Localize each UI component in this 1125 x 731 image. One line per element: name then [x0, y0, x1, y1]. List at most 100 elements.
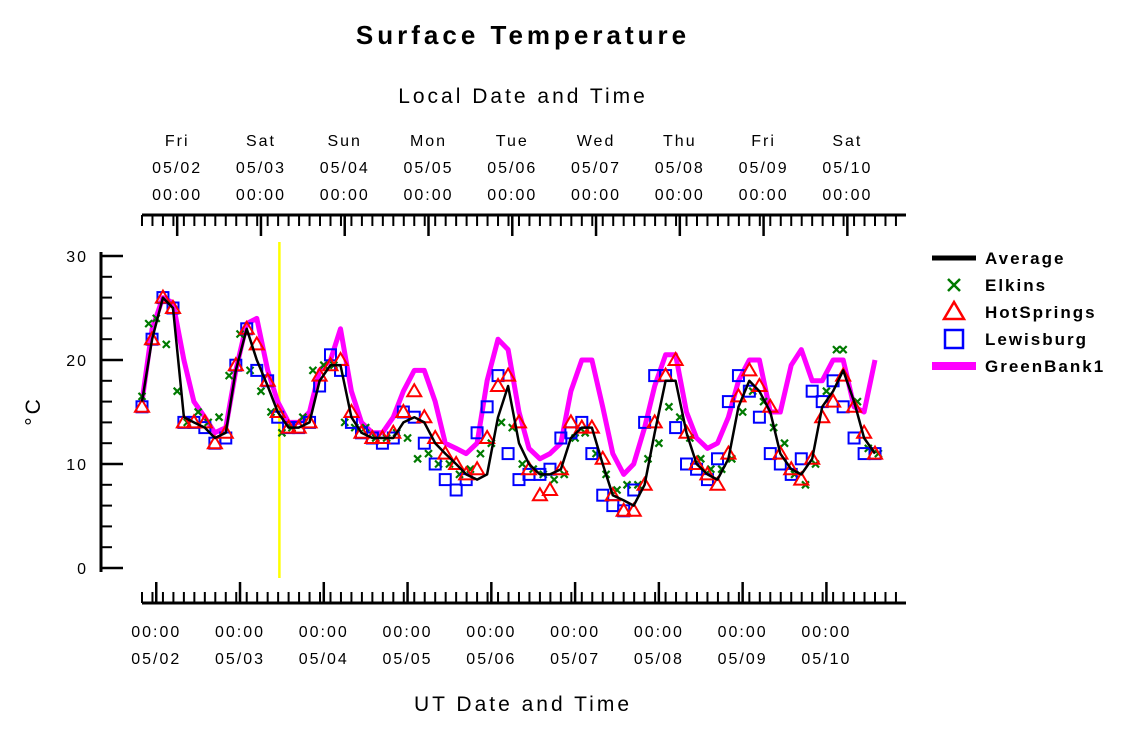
data-point-hotsprings — [782, 460, 800, 476]
data-point-elkins — [664, 402, 674, 412]
bottom-tick-time-label: 00:00 — [801, 624, 851, 641]
data-point-hotsprings — [771, 444, 790, 460]
data-point-hotsprings — [845, 397, 863, 413]
bottom-tick-time-label: 00:00 — [299, 624, 349, 641]
bottom-tick-time-label: 00:00 — [383, 624, 433, 641]
legend-swatch-lewisburg — [943, 328, 965, 350]
data-point-elkins — [822, 386, 831, 396]
data-point-lewisburg — [470, 426, 484, 440]
data-point-hotsprings — [614, 501, 633, 517]
top-tick-date-label: 05/02 — [152, 160, 202, 177]
y-axis: 0 10 20 30 — [66, 249, 123, 578]
data-point-hotsprings — [740, 361, 759, 377]
top-tick-date-label: 05/08 — [655, 160, 705, 177]
data-point-elkins — [838, 345, 848, 354]
top-tick-time-label: 00:00 — [152, 187, 202, 204]
top-tick-date-label: 05/03 — [236, 160, 286, 177]
bottom-tick-date-label: 05/02 — [131, 651, 181, 668]
bottom-tick-time-label: 00:00 — [215, 624, 265, 641]
top-tick-time-label: 00:00 — [822, 187, 872, 204]
legend-label-greenbank1: GreenBank1 — [985, 357, 1105, 376]
bottom-tick-date-label: 05/06 — [466, 651, 516, 668]
bottom-axis-title: UT Date and Time — [414, 693, 632, 716]
top-tick-date-label: 05/05 — [403, 160, 453, 177]
data-point-elkins — [518, 459, 527, 469]
bottom-tick-date-label: 05/09 — [718, 651, 768, 668]
data-point-hotsprings — [552, 460, 570, 476]
top-tick-day-label: Wed — [577, 133, 616, 150]
data-point-elkins — [654, 438, 664, 448]
data-point-lewisburg — [438, 473, 452, 487]
data-point-hotsprings — [698, 465, 717, 481]
data-point-hotsprings — [133, 397, 151, 413]
top-axis: Fri 05/02 00:00 Sat 05/03 00:00 Sun 05/04 00:00 M… — [141, 133, 906, 236]
y-tick-label: 20 — [66, 353, 88, 370]
bottom-tick-date-label: 05/08 — [634, 651, 684, 668]
data-point-hotsprings — [300, 413, 319, 429]
data-point-elkins — [340, 418, 350, 427]
top-tick-day-label: Sat — [246, 133, 276, 150]
data-point-lewisburg — [752, 410, 766, 424]
data-point-lewisburg — [323, 348, 337, 362]
top-tick-time-label: 00:00 — [571, 187, 621, 204]
data-point-hotsprings — [834, 366, 852, 382]
top-axis-title: Local Date and Time — [398, 85, 648, 108]
data-point-hotsprings — [687, 455, 706, 470]
data-point-elkins — [162, 340, 171, 349]
data-point-elkins — [308, 366, 318, 375]
data-point-lewisburg — [480, 400, 494, 414]
bottom-tick-date-label: 05/03 — [215, 651, 265, 668]
data-point-hotsprings — [405, 382, 423, 398]
data-point-hotsprings — [635, 475, 654, 491]
top-tick-day-label: Sun — [327, 133, 361, 150]
data-point-hotsprings — [154, 288, 172, 304]
data-point-hotsprings — [866, 444, 884, 460]
bottom-tick-time-label: 00:00 — [550, 624, 600, 641]
legend-label-average: Average — [985, 249, 1065, 268]
legend-label-lewisburg: Lewisburg — [985, 330, 1088, 349]
data-point-lewisburg — [585, 447, 599, 461]
bottom-tick-date-label: 05/10 — [801, 651, 851, 668]
data-point-hotsprings — [268, 403, 287, 418]
legend-label-elkins: Elkins — [985, 276, 1047, 295]
chart-title: Surface Temperature — [356, 20, 690, 50]
top-tick-date-label: 05/06 — [487, 160, 537, 177]
data-point-hotsprings — [803, 449, 821, 465]
data-point-hotsprings — [625, 501, 643, 517]
data-point-hotsprings — [562, 413, 580, 429]
data-point-hotsprings — [666, 351, 685, 366]
data-point-hotsprings — [237, 319, 256, 335]
data-point-elkins — [497, 418, 506, 427]
data-point-lewisburg — [794, 452, 808, 466]
data-point-elkins — [832, 345, 841, 354]
top-tick-time-label: 00:00 — [487, 187, 537, 204]
top-tick-date-label: 05/10 — [822, 160, 872, 177]
series-line-greenbank1 — [139, 295, 878, 477]
data-point-elkins — [193, 407, 203, 417]
top-tick-date-label: 05/04 — [320, 160, 370, 177]
data-point-elkins — [214, 412, 224, 422]
legend-label-hotsprings: HotSprings — [985, 303, 1097, 322]
data-point-hotsprings — [489, 377, 507, 392]
top-tick-day-label: Thu — [663, 133, 697, 150]
data-point-elkins — [172, 386, 182, 396]
top-tick-time-label: 00:00 — [320, 187, 370, 204]
data-point-lewisburg — [669, 421, 683, 435]
data-point-hotsprings — [217, 423, 235, 439]
top-tick-date-label: 05/09 — [739, 160, 789, 177]
data-point-elkins — [549, 475, 559, 484]
data-point-hotsprings — [447, 455, 465, 470]
legend-swatch-hotsprings — [941, 299, 967, 321]
top-tick-day-label: Mon — [410, 133, 447, 150]
y-tick-label: 30 — [66, 249, 88, 266]
data-point-elkins — [144, 319, 153, 328]
data-point-hotsprings — [352, 423, 371, 439]
y-tick-label: 0 — [77, 561, 88, 578]
data-point-hotsprings — [604, 486, 622, 502]
data-point-elkins — [476, 449, 485, 458]
data-point-elkins — [245, 366, 255, 375]
bottom-tick-time-label: 00:00 — [634, 624, 684, 641]
y-axis-title: °C — [22, 396, 45, 426]
data-point-hotsprings — [813, 408, 831, 424]
